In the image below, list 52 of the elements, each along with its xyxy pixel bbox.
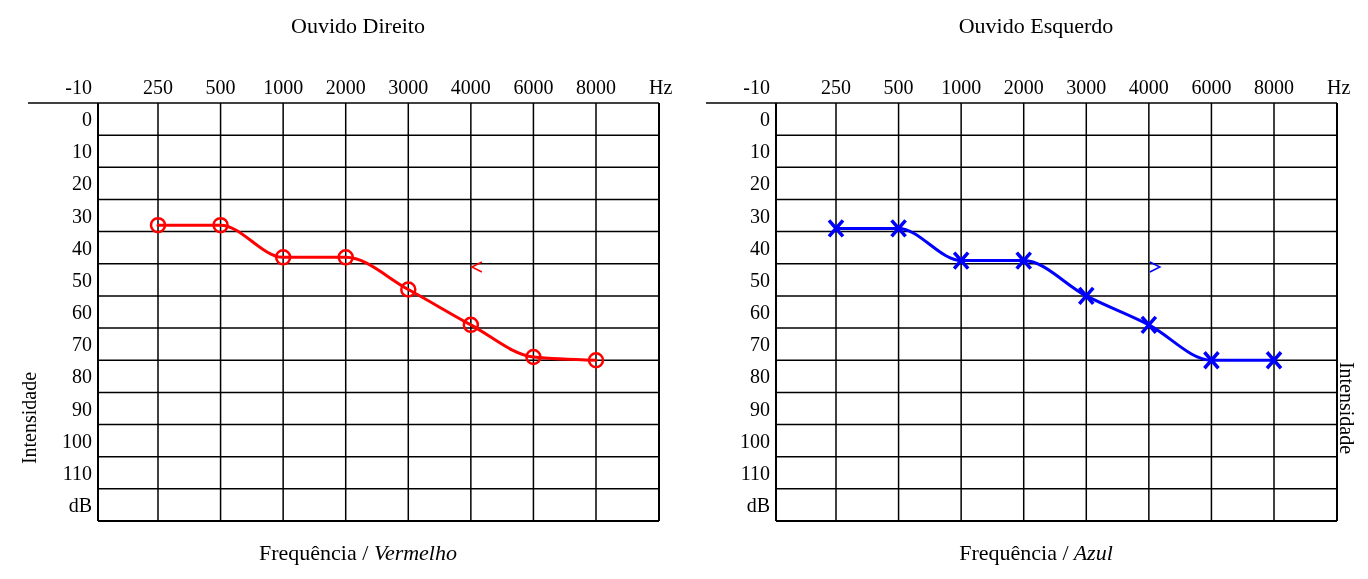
y-tick-label: -10 [743, 76, 770, 98]
x-tick-label: 500 [205, 76, 236, 98]
y-tick-label: 80 [750, 365, 770, 388]
y-tick-label: dB [68, 494, 92, 516]
x-axis-title: Frequência / Vermelho [259, 540, 457, 565]
x-axis-title: Frequência / Azul [959, 540, 1113, 565]
x-tick-label: 3000 [1066, 76, 1107, 98]
y-tick-label: 90 [72, 397, 92, 420]
text: Hz [1327, 76, 1351, 98]
y-tick-label: 110 [62, 461, 92, 484]
y-tick-label: 80 [72, 365, 92, 388]
x-tick-label: 2000 [325, 76, 366, 98]
y-tick-label: -10 [65, 76, 92, 98]
x-tick-label: 250 [143, 76, 173, 98]
y-tick-label: 50 [72, 268, 92, 291]
x-tick-label: 3000 [388, 76, 429, 98]
x-tick-label: 1000 [263, 76, 304, 98]
x-tick-label: 2000 [1003, 76, 1044, 98]
chart-title: Ouvido Direito [291, 13, 425, 38]
y-tick-label: 0 [760, 108, 770, 131]
y-tick-label: 110 [740, 461, 770, 484]
y-tick-label: 0 [82, 108, 92, 131]
y-tick-label: 100 [62, 429, 92, 452]
text: Hz [649, 76, 673, 98]
x-tick-label: 1000 [941, 76, 982, 98]
y-tick-label: 10 [750, 140, 770, 163]
x-tick-label: 6000 [513, 76, 554, 98]
x-tick-label: 250 [821, 76, 851, 98]
y-tick-label: 40 [72, 236, 92, 259]
x-tick-label: 4000 [450, 76, 491, 98]
y-tick-label: 20 [750, 172, 770, 195]
y-tick-label: 70 [750, 333, 770, 356]
y-tick-label: 30 [750, 204, 770, 227]
y-tick-label: 90 [750, 397, 770, 420]
y-tick-label: 60 [72, 301, 92, 324]
y-tick-label: 60 [750, 301, 770, 324]
x-tick-label: 8000 [576, 76, 616, 98]
y-axis-title: Intensidade [1336, 361, 1358, 455]
y-axis-title: Intensidade [18, 371, 40, 465]
x-tick-label: 8000 [1254, 76, 1294, 98]
y-tick-label: 50 [750, 268, 770, 291]
y-tick-label: 30 [72, 204, 92, 227]
y-tick-label: 10 [72, 140, 92, 163]
y-tick-label: 40 [750, 236, 770, 259]
y-tick-label: 20 [72, 172, 92, 195]
y-tick-label: 100 [740, 429, 770, 452]
x-tick-label: 4000 [1128, 76, 1169, 98]
y-tick-label: 70 [72, 333, 92, 356]
x-tick-label: 500 [883, 76, 914, 98]
y-tick-label: dB [746, 494, 770, 516]
chart-title: Ouvido Esquerdo [958, 13, 1114, 38]
x-tick-label: 6000 [1191, 76, 1232, 98]
